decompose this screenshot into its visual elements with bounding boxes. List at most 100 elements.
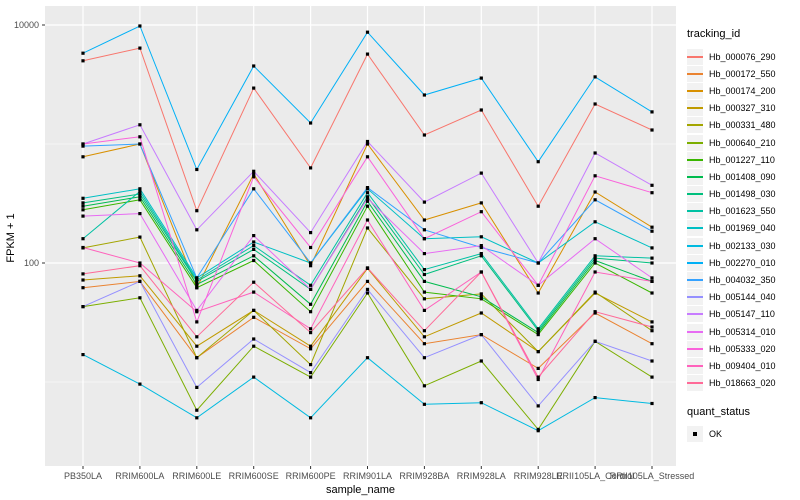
- legend-key-line: [687, 141, 703, 144]
- legend-title-quant-status: quant_status: [687, 405, 750, 418]
- legend-entry: Hb_009404_010: [687, 357, 776, 374]
- data-point: [309, 371, 313, 375]
- legend-entry: Hb_005147_110: [687, 306, 776, 323]
- data-point: [536, 329, 540, 333]
- legend-key-swatch: [687, 100, 703, 117]
- data-point: [252, 315, 256, 319]
- data-point: [365, 196, 370, 200]
- legend-entry-quant-ok: OK: [687, 426, 776, 443]
- data-point: [536, 160, 540, 164]
- data-point: [593, 261, 597, 265]
- data-point: [309, 344, 313, 348]
- x-tick-label: RRIM600LA: [115, 471, 164, 481]
- data-point: [422, 272, 426, 277]
- data-point: [81, 144, 85, 148]
- data-point: [309, 347, 313, 351]
- legend-key-line: [687, 279, 703, 282]
- data-point: [650, 256, 654, 260]
- data-point: [365, 139, 370, 144]
- legend-entry-label: Hb_001969_040: [709, 223, 776, 234]
- data-point: [195, 320, 199, 324]
- data-point: [479, 270, 483, 274]
- data-point: [422, 308, 426, 312]
- data-point: [252, 169, 256, 173]
- data-point: [593, 190, 597, 194]
- data-point: [479, 254, 483, 258]
- legend-entry-label: Hb_009404_010: [709, 360, 776, 371]
- data-point: [479, 297, 483, 301]
- data-point: [138, 274, 142, 278]
- data-point: [650, 191, 654, 195]
- data-point: [138, 189, 142, 193]
- data-point: [536, 350, 540, 354]
- legend-key-line: [687, 175, 703, 178]
- data-point: [195, 356, 199, 360]
- legend-key-swatch: [687, 237, 703, 254]
- data-point: [309, 331, 313, 335]
- data-point: [650, 225, 654, 229]
- legend-entry: Hb_000327_310: [687, 100, 776, 117]
- legend-key-swatch: [687, 203, 703, 220]
- legend-entry-label: Hb_000327_310: [709, 103, 776, 114]
- data-point: [309, 287, 313, 291]
- data-point: [195, 278, 199, 282]
- legend-key-line: [687, 89, 703, 92]
- data-point: [252, 254, 256, 258]
- legend-key-line: [687, 210, 703, 213]
- data-point: [138, 235, 142, 239]
- legend-entry-label: Hb_018663_020: [709, 378, 776, 389]
- legend-entry-label: Hb_005314_010: [709, 326, 776, 337]
- data-point: [593, 151, 597, 155]
- data-point: [422, 356, 426, 360]
- data-point: [309, 231, 313, 235]
- data-point: [365, 279, 370, 283]
- data-point: [195, 167, 199, 172]
- data-point: [252, 86, 256, 90]
- legend-entry: Hb_000331_480: [687, 117, 776, 134]
- data-point: [422, 93, 426, 97]
- data-point: [138, 24, 142, 28]
- data-point: [593, 75, 597, 79]
- legend-key-swatch: [687, 117, 703, 134]
- data-point: [479, 171, 483, 175]
- data-point: [650, 279, 654, 283]
- legend-key-swatch: [687, 272, 703, 289]
- data-point: [650, 329, 654, 333]
- legend-entry-label: Hb_002270_010: [709, 257, 776, 268]
- data-point: [252, 308, 256, 312]
- data-point: [195, 282, 199, 287]
- data-point: [593, 220, 597, 224]
- legend-entry: Hb_005333_020: [687, 340, 776, 357]
- data-point: [138, 142, 142, 146]
- data-point: [365, 218, 370, 222]
- data-point: [593, 102, 597, 106]
- data-point: [252, 240, 256, 244]
- data-point: [195, 344, 199, 348]
- data-point: [81, 214, 85, 218]
- data-point: [365, 199, 370, 203]
- legend-key-swatch: [687, 289, 703, 306]
- legend-key-line: [687, 193, 703, 196]
- data-point: [536, 377, 540, 382]
- legend-entry: Hb_002270_010: [687, 254, 776, 271]
- data-point: [81, 305, 85, 309]
- data-point: [365, 30, 370, 34]
- data-point: [195, 209, 199, 213]
- legend-entry-label: Hb_000174_200: [709, 85, 776, 96]
- legend-key-swatch: [687, 82, 703, 99]
- data-point: [365, 226, 370, 230]
- data-point: [252, 234, 256, 238]
- data-point: [195, 276, 199, 280]
- x-tick-label: RRIM928LA: [457, 471, 506, 481]
- legend-key-line: [687, 347, 703, 350]
- x-tick-label: RRII105LA_Control: [556, 471, 634, 481]
- data-point: [81, 272, 85, 276]
- y-axis-title: FPKM + 1: [5, 213, 17, 263]
- data-point: [422, 133, 426, 137]
- data-point: [365, 204, 370, 208]
- data-point: [536, 375, 540, 379]
- legend-key-line: [687, 72, 703, 75]
- legend-key-swatch: [687, 357, 703, 374]
- data-point: [309, 264, 313, 268]
- data-point: [365, 155, 370, 159]
